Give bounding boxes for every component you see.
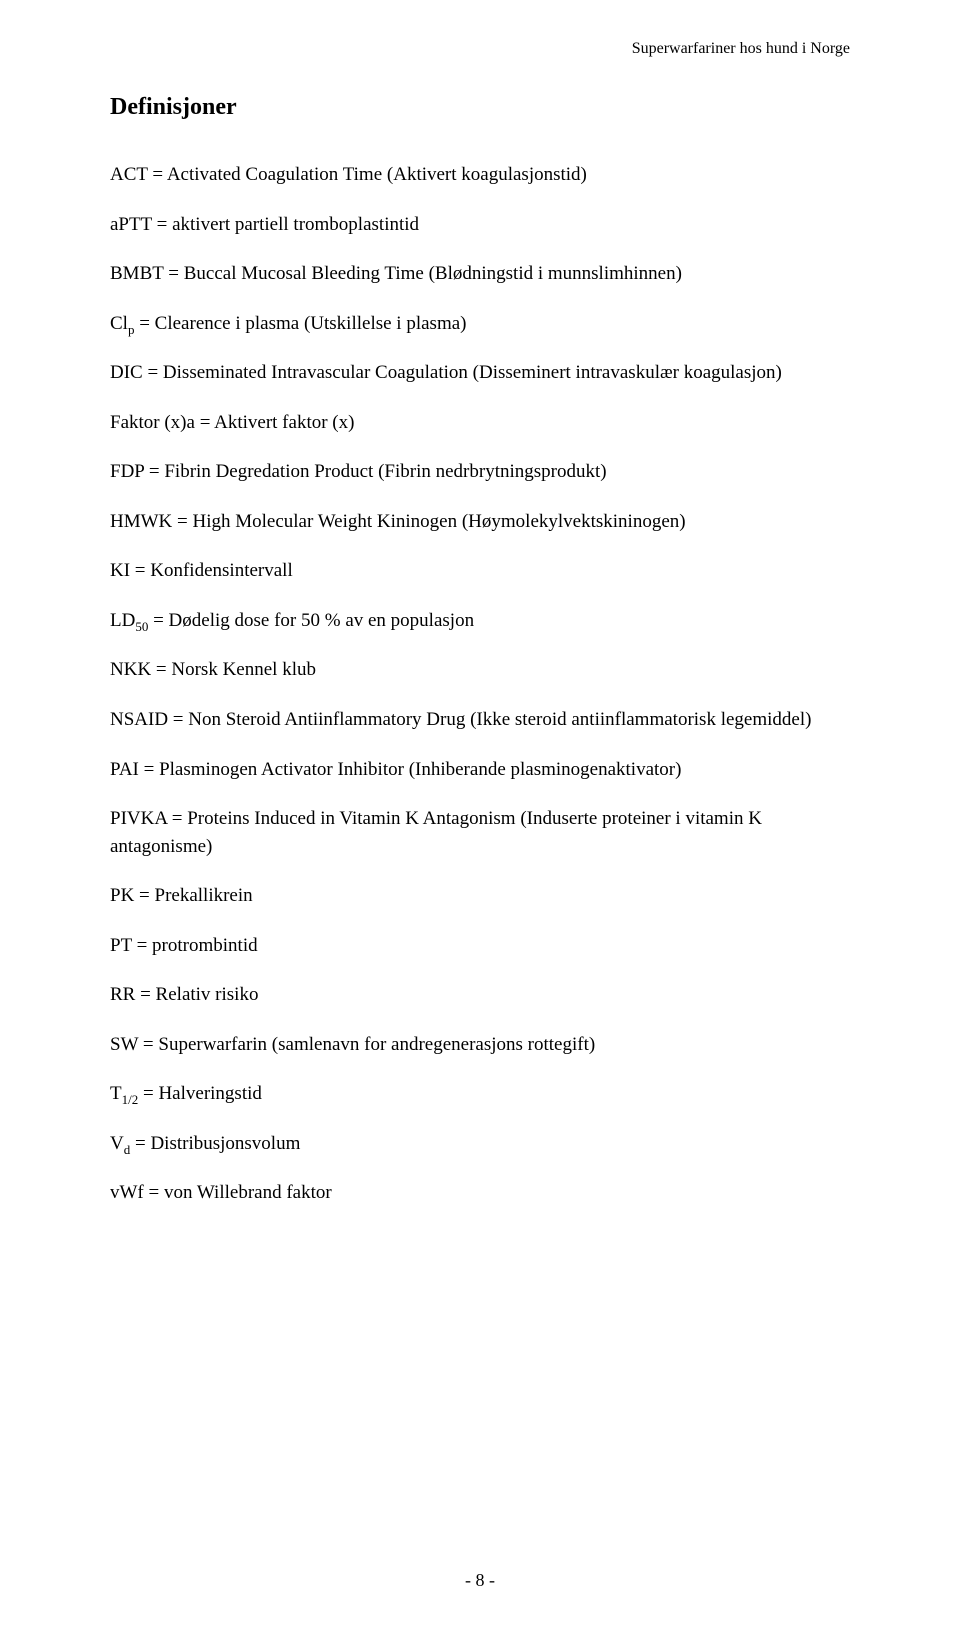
section-title: Definisjoner (110, 94, 850, 121)
definition-line: Faktor (x)a = Aktivert faktor (x) (110, 409, 850, 437)
definition-line: PT = protrombintid (110, 932, 850, 960)
running-header: Superwarfariner hos hund i Norge (110, 40, 850, 58)
page-number: - 8 - (0, 1570, 960, 1591)
definition-line: PIVKA = Proteins Induced in Vitamin K An… (110, 805, 850, 860)
page: Superwarfariner hos hund i Norge Definis… (0, 0, 960, 1207)
definition-line: KI = Konfidensintervall (110, 557, 850, 585)
definition-line: FDP = Fibrin Degredation Product (Fibrin… (110, 458, 850, 486)
definition-line: NSAID = Non Steroid Antiinflammatory Dru… (110, 706, 850, 734)
definition-text: = Clearence i plasma (Utskillelse i plas… (134, 313, 466, 334)
definition-text: Cl (110, 313, 128, 334)
definition-line: aPTT = aktivert partiell tromboplastinti… (110, 211, 850, 239)
definition-line: LD50 = Dødelig dose for 50 % av en popul… (110, 607, 850, 635)
definition-line: PK = Prekallikrein (110, 882, 850, 910)
definition-text: = Halveringstid (138, 1083, 262, 1104)
definition-line: ACT = Activated Coagulation Time (Aktive… (110, 161, 850, 189)
definition-line: BMBT = Buccal Mucosal Bleeding Time (Blø… (110, 260, 850, 288)
definition-text: = Distribusjonsvolum (130, 1133, 300, 1154)
definition-line: Vd = Distribusjonsvolum (110, 1130, 850, 1158)
definition-text: LD (110, 610, 135, 631)
definition-line: HMWK = High Molecular Weight Kininogen (… (110, 508, 850, 536)
definition-line: NKK = Norsk Kennel klub (110, 656, 850, 684)
subscript: 50 (135, 619, 148, 634)
subscript: 1/2 (122, 1092, 139, 1107)
definition-line: SW = Superwarfarin (samlenavn for andreg… (110, 1031, 850, 1059)
definition-line: T1/2 = Halveringstid (110, 1080, 850, 1108)
definition-line: DIC = Disseminated Intravascular Coagula… (110, 359, 850, 387)
definition-line: PAI = Plasminogen Activator Inhibitor (I… (110, 756, 850, 784)
definition-line: vWf = von Willebrand faktor (110, 1179, 850, 1207)
definition-text: V (110, 1133, 124, 1154)
definition-line: RR = Relativ risiko (110, 981, 850, 1009)
definition-text: T (110, 1083, 122, 1104)
definition-text: = Dødelig dose for 50 % av en populasjon (148, 610, 474, 631)
definition-line: Clp = Clearence i plasma (Utskillelse i … (110, 310, 850, 338)
